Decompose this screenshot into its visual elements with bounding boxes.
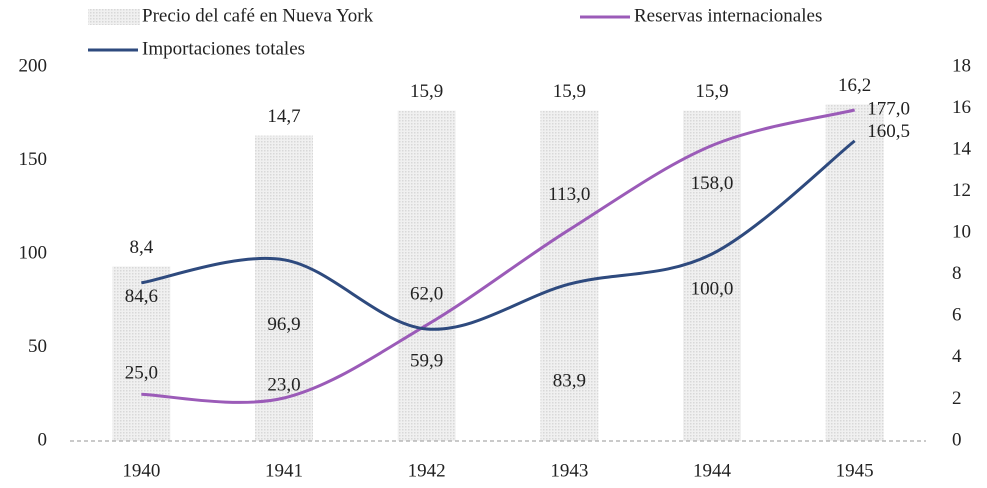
line <box>141 139 856 331</box>
bar-value-label: 14,7 <box>267 106 300 127</box>
bar-value-label: 15,9 <box>695 81 728 102</box>
x-tick-label: 1944 <box>693 460 732 481</box>
x-tick-label: 1943 <box>550 460 588 481</box>
line-value-label: 160,5 <box>867 121 910 142</box>
bar <box>255 135 313 442</box>
legend-label: Importaciones totales <box>142 38 305 59</box>
y-tick-label: 100 <box>19 242 48 263</box>
y2-tick-label: 18 <box>952 55 971 76</box>
bar-value-label: 15,9 <box>410 81 443 102</box>
line-value-label: 84,6 <box>125 286 158 307</box>
line-value-label: 100,0 <box>691 278 734 299</box>
line-value-label: 158,0 <box>691 173 734 194</box>
bar <box>683 110 741 441</box>
y2-tick-label: 10 <box>952 222 971 243</box>
y-tick-label: 0 <box>38 429 48 450</box>
bar <box>540 110 599 441</box>
x-tick-label: 1940 <box>122 460 160 481</box>
line-value-label: 25,0 <box>125 363 158 384</box>
y2-tick-label: 12 <box>952 180 971 201</box>
y2-tick-label: 6 <box>952 305 962 326</box>
y2-tick-label: 8 <box>952 263 962 284</box>
line-value-label: 113,0 <box>548 184 590 205</box>
bar-value-label: 16,2 <box>838 75 871 96</box>
y2-tick-label: 2 <box>952 388 962 409</box>
y2-tick-label: 4 <box>952 346 962 367</box>
bar <box>825 104 884 442</box>
x-tick-label: 1942 <box>408 460 446 481</box>
line-value-label: 83,9 <box>553 370 586 391</box>
y-tick-label: 150 <box>19 149 48 170</box>
y-tick-label: 50 <box>28 336 47 357</box>
y2-tick-label: 16 <box>952 97 971 118</box>
x-tick-label: 1941 <box>265 460 303 481</box>
line-value-label: 62,0 <box>410 283 443 304</box>
x-tick-label: 1945 <box>836 460 874 481</box>
line-value-label: 96,9 <box>267 314 300 335</box>
legend-label: Reservas internacionales <box>634 5 822 26</box>
bar <box>397 110 456 441</box>
bar-value-label: 15,9 <box>553 81 586 102</box>
bar <box>112 266 171 441</box>
line-value-label: 59,9 <box>410 350 443 371</box>
line-value-label: 23,0 <box>267 374 300 395</box>
line <box>141 108 856 404</box>
y2-tick-label: 14 <box>952 138 972 159</box>
legend-label: Precio del café en Nueva York <box>142 5 374 26</box>
y2-tick-label: 0 <box>952 429 962 450</box>
line-value-label: 177,0 <box>867 98 910 119</box>
bar-value-label: 8,4 <box>129 237 153 258</box>
legend-swatch <box>88 9 140 25</box>
y-tick-label: 200 <box>19 55 48 76</box>
